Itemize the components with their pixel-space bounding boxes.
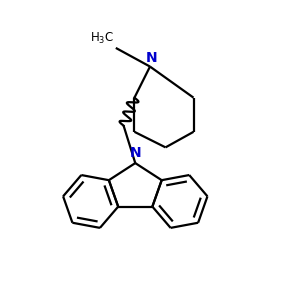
- Text: H$_3$C: H$_3$C: [90, 31, 114, 46]
- Text: N: N: [130, 146, 141, 161]
- Text: N: N: [146, 51, 158, 65]
